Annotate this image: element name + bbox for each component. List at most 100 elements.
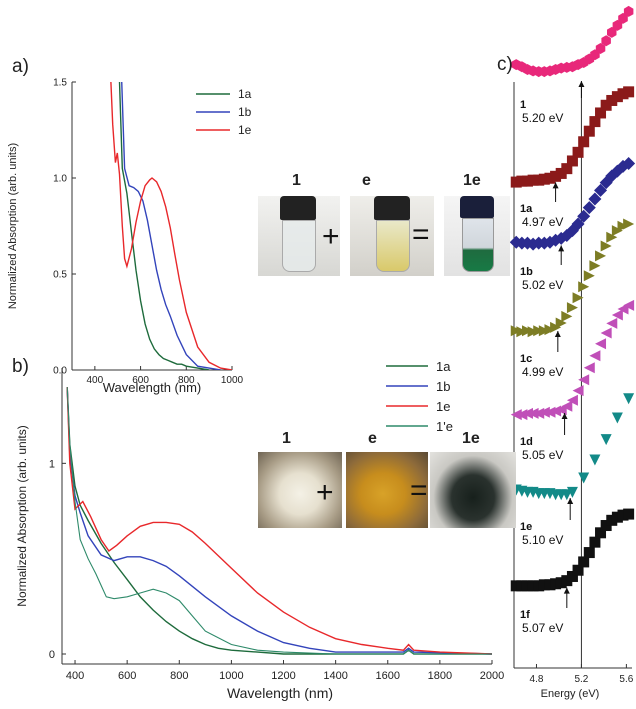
photo-vial-1e xyxy=(444,196,510,276)
panel-c-label-1c: 1c xyxy=(520,353,532,365)
panel-c-point-1f-17 xyxy=(606,514,618,526)
panel-c-point-1d-9 xyxy=(561,400,573,412)
panel-c-point-1f-0 xyxy=(510,580,522,592)
panel-c-series-1: 15.20 eV xyxy=(511,5,634,125)
panel-c-point-1-20 xyxy=(623,5,634,17)
panel-c-point-1e-14 xyxy=(611,412,623,424)
panel-c-xlabel: Energy (eV) xyxy=(541,688,600,700)
panel-c-point-1a-15 xyxy=(595,107,607,119)
panel-b-xtick-label-6: 1600 xyxy=(376,670,400,682)
panel-c-point-1d-13 xyxy=(583,362,595,374)
panel-c-point-1a-11 xyxy=(572,146,584,158)
top-plus-sign: + xyxy=(322,220,340,253)
panel-c-point-1a-3 xyxy=(527,174,539,186)
top-photo-label-e: e xyxy=(362,172,371,189)
photo-powder-1e xyxy=(430,452,516,528)
panel-c-value-1: 5.20 eV xyxy=(522,111,563,125)
panel-c-point-1f-7 xyxy=(550,578,562,590)
panel-c-point-1f-1 xyxy=(516,580,528,592)
panel-b-series-1e xyxy=(66,387,492,655)
panel-b-legend-label-1e: 1e xyxy=(436,399,450,414)
panel-c-point-1d-2 xyxy=(521,407,533,419)
panel-c-point-1a-9 xyxy=(561,163,573,175)
panel-c-series-1d: 1d5.05 eV xyxy=(510,299,635,462)
panel-c-label: c) xyxy=(497,54,513,75)
panel-c-point-1b-15 xyxy=(594,183,608,197)
panel-c-point-1f-20 xyxy=(623,508,635,520)
panel-c-point-1f-16 xyxy=(600,520,612,532)
panel-c-point-1b-13 xyxy=(582,201,596,215)
panel-c-point-1f-12 xyxy=(578,556,590,568)
panel-c-point-1d-3 xyxy=(527,407,539,419)
panel-b-xtick-label-3: 1000 xyxy=(219,670,243,682)
panel-a-xtick-label-3: 1000 xyxy=(221,375,244,386)
panel-b-legend-label-1a: 1a xyxy=(436,359,451,374)
panel-c-point-1c-19 xyxy=(617,220,629,232)
panel-b-xtick-label-4: 1200 xyxy=(271,670,295,682)
panel-a-ytick-label-1: 0.5 xyxy=(53,270,67,281)
panel-c-label-1: 1 xyxy=(520,99,526,111)
panel-b-legend-label-1b: 1b xyxy=(436,379,450,394)
panel-c-point-1a-7 xyxy=(550,170,562,182)
panel-c-point-1a-6 xyxy=(544,172,556,184)
panel-a-ytick-label-0: 0.0 xyxy=(53,366,67,377)
panel-c-arrowhead-1b xyxy=(558,245,565,252)
panel-b-ytick-label-0: 0 xyxy=(49,649,55,661)
panel-a-series-1e xyxy=(110,82,232,370)
panel-a-legend-label-1e: 1e xyxy=(238,123,252,137)
panel-b-series-1b xyxy=(66,387,492,655)
panel-c-point-1a-5 xyxy=(538,173,550,185)
bottom-photo-label-1: 1 xyxy=(282,430,291,447)
panel-c-point-1a-20 xyxy=(623,86,635,98)
panel-c-point-1a-17 xyxy=(606,94,618,106)
panel-c-point-1c-13 xyxy=(583,270,595,282)
panel-c-label-1e: 1e xyxy=(520,521,532,533)
panel-c-point-1a-19 xyxy=(617,88,629,100)
panel-c-point-1a-2 xyxy=(521,175,533,187)
panel-c-point-1f-3 xyxy=(527,580,539,592)
panel-c-point-1f-9 xyxy=(561,575,573,587)
panel-c-point-1a-16 xyxy=(600,99,612,111)
panel-c-value-1c: 4.99 eV xyxy=(522,365,563,379)
panel-c-label-1f: 1f xyxy=(520,609,530,621)
panel-c-point-1b-11 xyxy=(571,217,585,231)
panel-c-point-1f-2 xyxy=(521,580,533,592)
panel-c-point-1b-12 xyxy=(577,209,591,223)
panel-c-point-1a-1 xyxy=(516,175,528,187)
panel-c-point-1c-20 xyxy=(623,218,635,230)
panel-c-point-1d-5 xyxy=(538,406,550,418)
panel-c-arrowhead-1a xyxy=(552,182,559,189)
panel-c-point-1d-7 xyxy=(550,405,562,417)
panel-a-xtick-label-2: 800 xyxy=(178,375,195,386)
panel-c-point-1d-20 xyxy=(623,299,635,311)
panel-c-value-1d: 5.05 eV xyxy=(522,448,563,462)
panel-c-point-1-18 xyxy=(612,19,623,31)
top-photo-label-1e: 1e xyxy=(463,172,481,189)
top-photo-label-1: 1 xyxy=(292,172,301,189)
panel-c-point-1d-16 xyxy=(600,327,612,339)
panel-c-point-1f-11 xyxy=(572,564,584,576)
panel-c-point-1f-14 xyxy=(589,536,601,548)
panel-c-point-1f-4 xyxy=(533,580,545,592)
panel-c-series-1c: 1c4.99 eV xyxy=(510,218,635,379)
panel-c-arrowhead-1 xyxy=(578,81,585,87)
panel-c-point-1c-11 xyxy=(572,292,584,304)
panel-c-point-1d-14 xyxy=(589,350,601,362)
panel-c-point-1a-13 xyxy=(583,125,595,137)
panel-c-point-1a-0 xyxy=(510,176,522,188)
panel-c-point-1-19 xyxy=(618,12,628,24)
panel-c-point-1c-4 xyxy=(533,325,545,337)
panel-c-point-1f-19 xyxy=(617,509,629,521)
bottom-photo-label-1e: 1e xyxy=(462,430,480,447)
panel-c-point-1c-16 xyxy=(600,240,612,252)
panel-c-point-1f-8 xyxy=(555,577,567,589)
panel-c-point-1f-13 xyxy=(583,547,595,559)
panel-c-point-1c-15 xyxy=(595,250,607,262)
panel-b-legend-label-1primee: 1'e xyxy=(436,419,453,434)
panel-b-ylabel: Normalized Absorption (arb. units) xyxy=(15,425,29,606)
panel-c-point-1c-5 xyxy=(538,325,550,337)
panel-c-point-1c-2 xyxy=(521,325,533,337)
panel-c-xtick-label-0: 4.8 xyxy=(530,674,544,685)
panel-a-ytick-label-2: 1.0 xyxy=(53,174,67,185)
